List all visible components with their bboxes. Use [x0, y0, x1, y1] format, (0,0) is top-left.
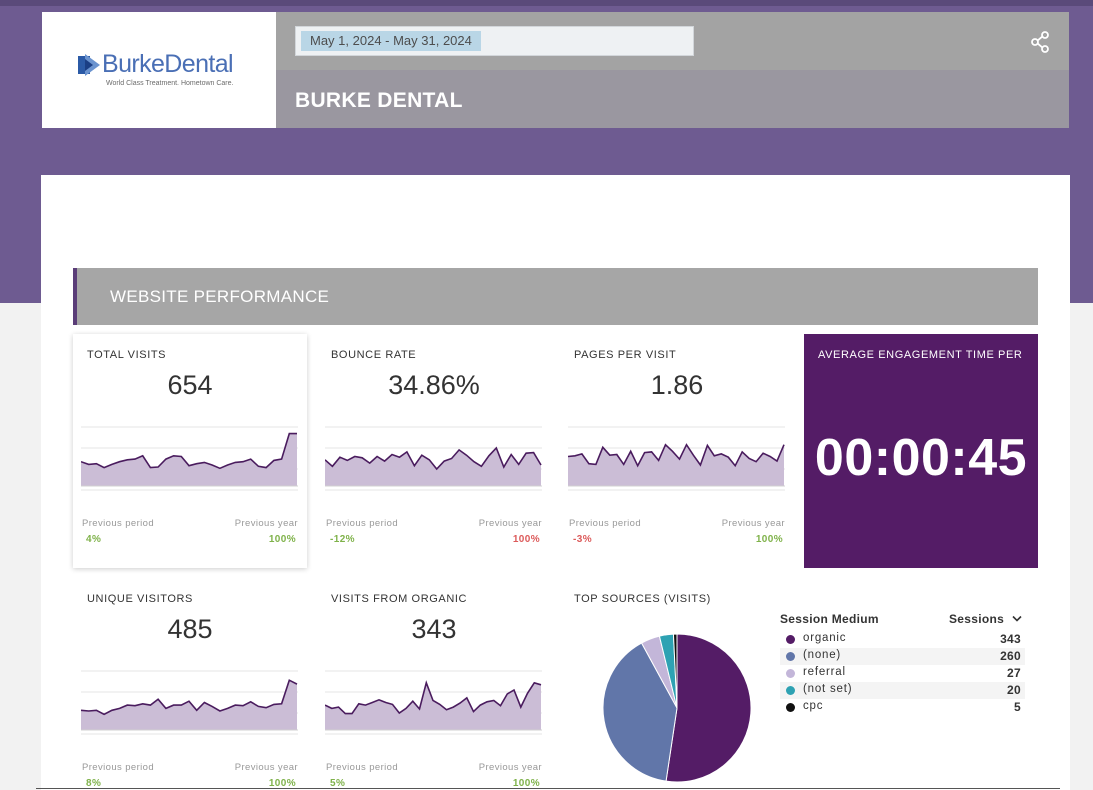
metric-card-average-engagement[interactable]: AVERAGE ENGAGEMENT TIME PER 00:00:45	[804, 334, 1038, 568]
table-row[interactable]: (none) 260	[780, 648, 1025, 665]
sparkline-chart	[325, 426, 542, 491]
sparkline-chart	[325, 670, 542, 735]
previous-period-label: Previous period	[82, 762, 155, 773]
row-sessions: 343	[1000, 632, 1021, 646]
logo-tagline: World Class Treatment. Hometown Care.	[106, 80, 234, 87]
row-medium: (not set)	[803, 683, 853, 695]
sparkline-chart	[81, 670, 298, 735]
row-sessions: 5	[1014, 700, 1021, 714]
legend-dot-icon	[786, 635, 795, 644]
metric-value: 654	[167, 370, 213, 400]
row-medium: referral	[803, 666, 846, 678]
pie-slice-organic	[665, 633, 752, 783]
date-range-picker[interactable]: May 1, 2024 - May 31, 2024	[295, 26, 694, 56]
page-title: BURKE DENTAL	[295, 89, 463, 112]
sessions-sort-header[interactable]: Sessions	[949, 612, 1022, 626]
header-title-bar	[276, 70, 1069, 128]
metric-card-unique-visitors[interactable]: UNIQUE VISITORS 485 Previous period Prev…	[73, 578, 307, 790]
previous-period-change: 4%	[86, 534, 102, 545]
table-row[interactable]: cpc 5	[780, 699, 1025, 716]
metric-title: AVERAGE ENGAGEMENT TIME PER	[818, 349, 1023, 361]
metric-title: PAGES PER VISIT	[574, 349, 677, 361]
sparkline-series	[81, 432, 297, 470]
row-medium: (none)	[803, 649, 842, 661]
previous-year-change: 100%	[268, 778, 296, 789]
logo-text: BurkeDental	[102, 50, 234, 78]
table-row[interactable]: referral 27	[780, 665, 1025, 682]
legend-dot-icon	[786, 703, 795, 712]
sparkline-area	[568, 444, 784, 486]
previous-period-change: -12%	[330, 534, 355, 545]
row-sessions: 27	[1007, 666, 1021, 680]
sparkline-area	[325, 682, 541, 730]
header-top-strip	[0, 0, 1093, 6]
table-row[interactable]: organic 343	[780, 631, 1025, 648]
row-medium: cpc	[803, 700, 824, 712]
legend-dot-icon	[786, 669, 795, 678]
sparkline-area	[81, 433, 297, 486]
previous-year-change: 100%	[512, 534, 540, 545]
sparkline-series	[81, 679, 298, 716]
metric-value: 1.86	[650, 370, 704, 400]
row-medium: organic	[803, 632, 847, 644]
session-medium-header[interactable]: Session Medium	[780, 612, 879, 626]
legend-dot-icon	[786, 652, 795, 661]
sparkline-chart	[81, 426, 298, 491]
metric-card-pages-per-visit[interactable]: PAGES PER VISIT 1.86 Previous period Pre…	[560, 334, 794, 568]
previous-year-change: 100%	[755, 534, 783, 545]
previous-year-change: 100%	[268, 534, 296, 545]
pie-slice-cpc	[672, 633, 678, 709]
sparkline-series	[325, 680, 542, 715]
previous-period-label: Previous period	[569, 518, 642, 529]
metric-value: 485	[167, 614, 213, 644]
previous-year-label: Previous year	[478, 762, 542, 773]
date-range-value[interactable]: May 1, 2024 - May 31, 2024	[301, 31, 481, 51]
company-logo: BurkeDental World Class Treatment. Homet…	[42, 12, 276, 128]
metric-value: 343	[411, 614, 457, 644]
metric-title: UNIQUE VISITORS	[87, 593, 193, 605]
previous-year-label: Previous year	[234, 762, 298, 773]
top-sources-pie-chart[interactable]	[602, 633, 752, 783]
row-sessions: 260	[1000, 649, 1021, 663]
previous-period-label: Previous period	[326, 762, 399, 773]
chevron-down-icon	[1012, 615, 1022, 622]
previous-period-label: Previous period	[82, 518, 155, 529]
previous-period-change: 8%	[86, 778, 102, 789]
metric-card-total-visits[interactable]: TOTAL VISITS 654 Previous period Previou…	[73, 334, 307, 568]
metric-title: VISITS FROM ORGANIC	[331, 593, 468, 605]
sparkline-series	[325, 446, 542, 471]
metric-card-visits-from-organic[interactable]: VISITS FROM ORGANIC 343 Previous period …	[317, 578, 551, 790]
sessions-header-label: Sessions	[949, 612, 1005, 626]
sparkline-series	[568, 443, 785, 468]
burke-dental-logo-icon	[78, 54, 100, 76]
top-sources-card[interactable]: TOP SOURCES (VISITS) Session Medium Sess…	[560, 578, 1038, 790]
metric-title: TOTAL VISITS	[87, 349, 167, 361]
table-row[interactable]: (not set) 20	[780, 682, 1025, 699]
metric-card-bounce-rate[interactable]: BOUNCE RATE 34.86% Previous period Previ…	[317, 334, 551, 568]
top-sources-title: TOP SOURCES (VISITS)	[574, 593, 711, 605]
row-sessions: 20	[1007, 683, 1021, 697]
previous-year-change: 100%	[512, 778, 540, 789]
metric-value: 00:00:45	[814, 429, 1028, 487]
share-icon[interactable]	[1030, 31, 1050, 53]
metric-value: 34.86%	[388, 370, 480, 400]
previous-year-label: Previous year	[478, 518, 542, 529]
previous-period-change: 5%	[330, 778, 346, 789]
previous-year-label: Previous year	[234, 518, 298, 529]
sparkline-area	[325, 448, 541, 486]
section-header: WEBSITE PERFORMANCE	[73, 268, 1038, 325]
previous-period-change: -3%	[573, 534, 592, 545]
section-title: WEBSITE PERFORMANCE	[110, 287, 330, 306]
pie-slice-none	[602, 642, 678, 782]
legend-dot-icon	[786, 686, 795, 695]
sparkline-chart	[568, 426, 785, 491]
page-bottom-divider	[36, 788, 1060, 789]
metric-title: BOUNCE RATE	[331, 349, 417, 361]
previous-year-label: Previous year	[721, 518, 785, 529]
previous-period-label: Previous period	[326, 518, 399, 529]
sparkline-area	[81, 680, 297, 730]
